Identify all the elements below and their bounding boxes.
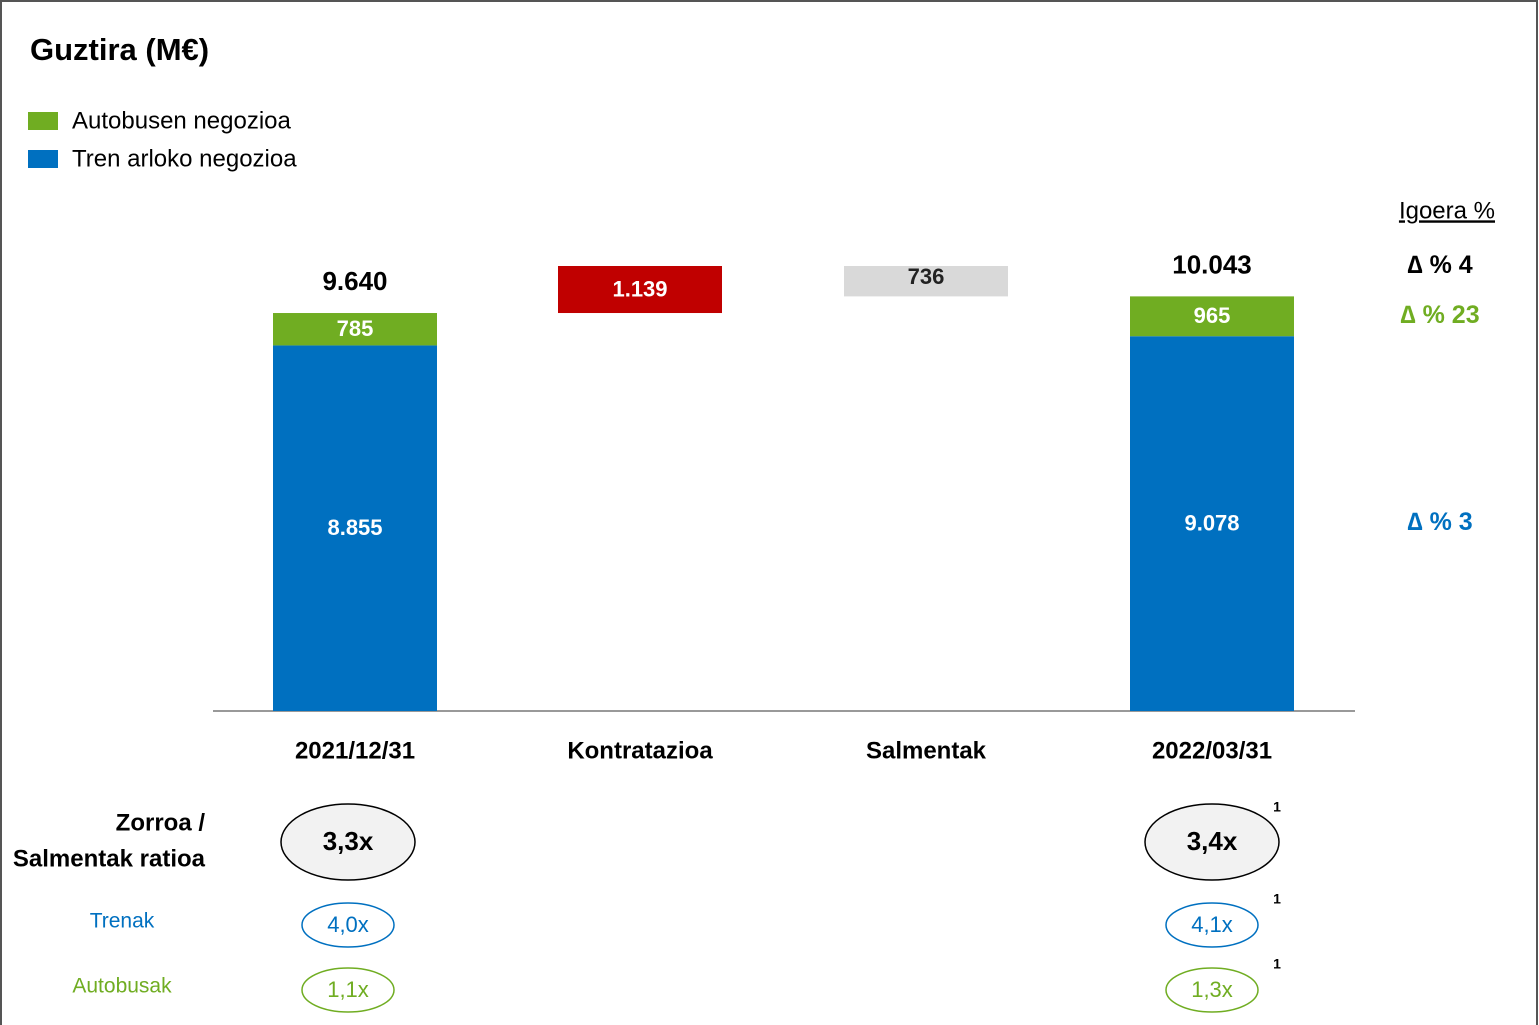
ratio-value: 4,0x (327, 912, 369, 937)
total-label: 9.640 (322, 266, 387, 296)
ratio-ellipse (1144, 803, 1280, 881)
ratio-value: 1,1x (327, 977, 369, 1002)
legend-swatch (28, 112, 58, 130)
ratio-row-label: Salmentak ratioa (13, 845, 206, 872)
ratio-value: 4,1x (1191, 912, 1233, 937)
legend-label: Autobusen negozioa (72, 107, 292, 134)
legend-label: Tren arloko negozioa (72, 145, 297, 172)
value-label: 1.139 (612, 276, 667, 301)
footnote-marker: 1 (1273, 799, 1281, 815)
footnote-marker: 1 (1273, 956, 1281, 972)
footnote-marker: 1 (1273, 891, 1281, 907)
ratio-row-label: Autobusak (72, 975, 172, 998)
x-tick-label: Salmentak (866, 737, 987, 764)
value-label: 736 (908, 264, 945, 289)
value-label: 965 (1194, 303, 1231, 328)
growth-title: Igoera % (1399, 197, 1495, 224)
ratio-ellipse (301, 967, 395, 1013)
x-tick-label: 2022/03/31 (1152, 737, 1272, 764)
total-label: 10.043 (1172, 249, 1252, 279)
ratio-ellipse (280, 803, 416, 881)
change-bar (844, 266, 1008, 297)
ratio-ellipse (1165, 967, 1259, 1013)
growth-label: ∆ % 23 (1400, 301, 1479, 329)
bar-segment (1130, 336, 1294, 711)
bar-segment (1130, 296, 1294, 337)
legend-swatch (28, 150, 58, 168)
x-tick-label: Kontratazioa (567, 737, 713, 764)
chart-title: Guztira (M€) (30, 32, 209, 67)
growth-label: ∆ % 4 (1407, 251, 1472, 279)
value-label: 785 (337, 316, 374, 341)
bar-segment (273, 313, 437, 346)
ratio-value: 3,3x (323, 826, 374, 856)
value-label: 9.078 (1184, 510, 1239, 535)
ratio-value: 1,3x (1191, 977, 1233, 1002)
ratio-row-label: Trenak (90, 910, 155, 933)
value-label: 8.855 (327, 515, 382, 540)
ratio-ellipse (1165, 902, 1259, 948)
ratio-ellipse (301, 902, 395, 948)
growth-label: ∆ % 3 (1407, 508, 1472, 536)
x-tick-label: 2021/12/31 (295, 737, 415, 764)
ratio-value: 3,4x (1187, 826, 1238, 856)
change-bar (558, 266, 722, 314)
bar-segment (273, 345, 437, 711)
ratio-row-label: Zorroa / (116, 809, 206, 836)
